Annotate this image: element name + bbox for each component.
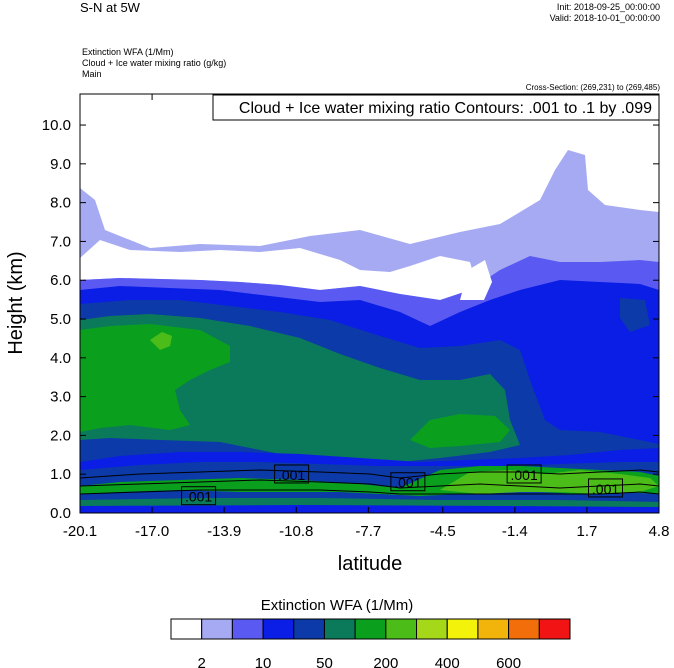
colorbar: 2 10 50 200 400 600 — [170, 618, 571, 668]
y-tick-label: 5.0 — [50, 311, 71, 328]
colorbar-swatch — [538, 618, 571, 640]
colorbar-swatch — [201, 618, 233, 640]
contour-label-box — [506, 464, 542, 484]
x-axis: -20.1 -17.0 -13.9 -10.8 -7.7 -4.5 -1.4 1.7 4.8 — [63, 94, 670, 540]
y-tick-label: 2.0 — [50, 427, 71, 444]
y-tick-label: 4.0 — [50, 350, 71, 367]
colorbar-swatch — [323, 618, 356, 640]
y-tick-label: 8.0 — [50, 195, 71, 212]
field-label-main: Main — [82, 69, 102, 79]
y-axis: 0.0 1.0 2.0 3.0 4.0 5.0 6.0 7.0 8.0 9.0 10.0 — [42, 117, 659, 522]
valid-time: Valid: 2018-10-01_00:00:00 — [549, 13, 660, 23]
colorbar-swatch — [354, 618, 387, 640]
contour-label: .001 — [511, 467, 538, 483]
colorbar-swatch — [293, 618, 325, 640]
contour-labels: .001 .001 .001 .001 .001 — [181, 464, 624, 506]
contour-label: .001 — [394, 475, 421, 491]
contour-label-box — [588, 478, 624, 498]
field-band-dark-blue-right — [620, 298, 650, 332]
contour-label-box — [274, 464, 310, 484]
colorbar-swatch — [385, 618, 418, 640]
field-upper-white-gap — [80, 240, 480, 300]
colorbar-swatch — [416, 618, 448, 640]
colorbar-tick-label: 400 — [435, 655, 460, 668]
field-band-green-right — [410, 414, 510, 448]
contour-line-middle — [80, 479, 659, 489]
colorbar-tick-label: 10 — [255, 655, 272, 668]
colorbar-tick-label: 200 — [373, 655, 398, 668]
x-tick-label: 4.8 — [649, 523, 670, 540]
x-tick-label: 1.7 — [576, 523, 597, 540]
x-tick-label: -17.0 — [135, 523, 169, 540]
colorbar-swatch — [262, 618, 295, 640]
field-band-green — [80, 324, 230, 432]
colorbar-tick-label: 600 — [496, 655, 521, 668]
x-tick-label: -7.7 — [355, 523, 381, 540]
contour-label: .001 — [185, 489, 212, 505]
field-label-mixing-ratio: Cloud + Ice water mixing ratio (g/kg) — [82, 58, 227, 68]
y-tick-label: 10.0 — [42, 117, 71, 134]
contour-label: .001 — [592, 481, 619, 497]
plot-title: S-N at 5W — [80, 0, 140, 15]
y-tick-label: 7.0 — [50, 233, 71, 250]
field-white-pocket — [460, 260, 492, 300]
extinction-field — [80, 94, 659, 513]
colorbar-swatch — [508, 618, 540, 640]
contour-label-box — [181, 486, 217, 506]
colorbar-swatch — [446, 618, 479, 640]
x-tick-label: -13.9 — [207, 523, 241, 540]
field-low-light-green — [440, 470, 659, 494]
field-band-light-green — [150, 332, 172, 350]
y-tick-label: 6.0 — [50, 272, 71, 289]
x-tick-label: -1.4 — [502, 523, 528, 540]
colorbar-tick-label: 50 — [316, 655, 333, 668]
x-tick-label: -10.8 — [279, 523, 313, 540]
field-surface-blue — [80, 505, 659, 513]
field-label-extinction: Extinction WFA (1/Mm) — [82, 47, 174, 57]
x-tick-label: -4.5 — [430, 523, 456, 540]
colorbar-title: Extinction WFA (1/Mm) — [260, 597, 414, 614]
contour-label: .001 — [278, 467, 305, 483]
x-tick-label: -20.1 — [63, 523, 97, 540]
y-tick-label: 9.0 — [50, 156, 71, 173]
y-axis-title: Height (km) — [5, 251, 27, 354]
contour-title-box: Cloud + Ice water mixing ratio Contours:… — [212, 94, 660, 121]
contour-line-lower — [80, 489, 659, 495]
contour-line-upper — [80, 469, 659, 479]
colorbar-swatch — [231, 618, 264, 640]
colorbar-swatch — [170, 618, 203, 640]
colorbar-tick-label: 2 — [198, 655, 206, 668]
y-tick-label: 3.0 — [50, 389, 71, 406]
y-tick-label: 1.0 — [50, 466, 71, 483]
init-time: Init: 2018-09-25_00:00:00 — [556, 2, 660, 12]
contour-label-box — [390, 472, 426, 492]
plot-frame — [79, 93, 660, 514]
colorbar-swatch — [477, 618, 510, 640]
y-tick-label: 0.0 — [50, 505, 71, 522]
cross-section-label: Cross-Section: (269,231) to (269,485) — [525, 83, 660, 92]
x-axis-title: latitude — [338, 553, 403, 575]
chart-title: Cloud + Ice water mixing ratio Contours:… — [239, 100, 652, 117]
